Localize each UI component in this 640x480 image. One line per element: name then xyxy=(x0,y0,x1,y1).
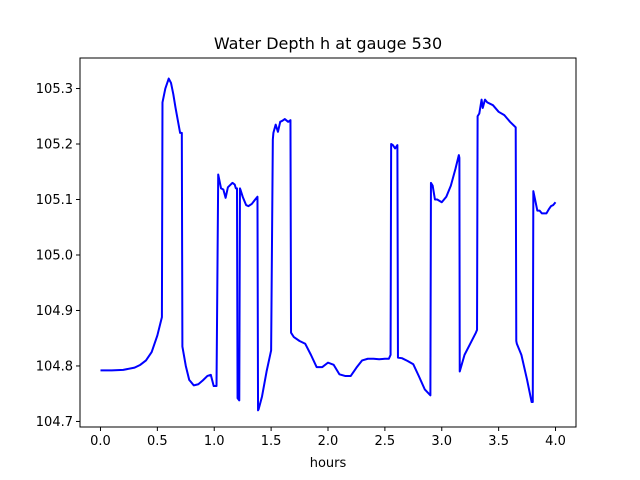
x-tick-label: 2.0 xyxy=(318,434,339,449)
x-tick-label: 2.5 xyxy=(375,434,396,449)
x-tick-label: 0.5 xyxy=(147,434,168,449)
chart-title: Water Depth h at gauge 530 xyxy=(214,34,442,53)
data-series-line xyxy=(100,77,557,412)
y-axis-ticks: 104.7 104.8 104.9 105.0 105.1 105.2 105.3 xyxy=(36,82,80,430)
y-tick-label: 104.9 xyxy=(36,304,73,319)
y-tick-label: 105.1 xyxy=(36,193,73,208)
x-axis-ticks: 0.0 0.5 1.0 1.5 2.0 2.5 3.0 3.5 4.0 xyxy=(90,427,566,449)
x-tick-label: 4.0 xyxy=(545,434,566,449)
y-tick-label: 105.3 xyxy=(36,82,73,97)
x-tick-label: 3.0 xyxy=(431,434,452,449)
x-tick-label: 1.5 xyxy=(261,434,282,449)
plot-frame xyxy=(79,57,577,428)
y-tick-label: 105.2 xyxy=(36,138,73,153)
x-tick-label: 0.0 xyxy=(90,434,111,449)
y-tick-label: 104.7 xyxy=(36,415,73,430)
plot-area xyxy=(100,77,557,412)
x-axis-label: hours xyxy=(310,456,347,471)
x-tick-label: 1.0 xyxy=(204,434,225,449)
y-tick-label: 105.0 xyxy=(36,248,73,263)
y-tick-label: 104.8 xyxy=(36,359,73,374)
x-tick-label: 3.5 xyxy=(488,434,509,449)
